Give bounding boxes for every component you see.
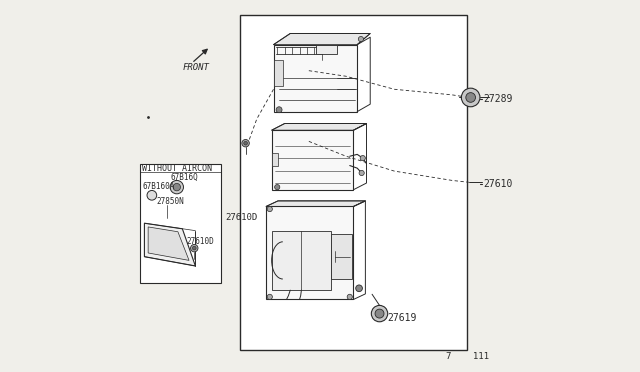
Text: 27850N: 27850N: [156, 198, 184, 206]
Bar: [140, 164, 221, 283]
Circle shape: [173, 183, 180, 191]
Circle shape: [170, 180, 184, 194]
Circle shape: [375, 309, 384, 318]
Circle shape: [244, 141, 248, 145]
Circle shape: [360, 155, 365, 161]
Bar: [271, 231, 331, 290]
Circle shape: [356, 285, 362, 292]
Bar: [273, 60, 283, 86]
Text: 27610: 27610: [484, 179, 513, 189]
Circle shape: [466, 93, 476, 102]
Bar: [240, 15, 467, 350]
Bar: [266, 206, 353, 299]
Text: 27619: 27619: [387, 313, 417, 323]
Circle shape: [371, 305, 388, 322]
Polygon shape: [271, 124, 367, 130]
Polygon shape: [148, 227, 189, 260]
Circle shape: [276, 107, 282, 113]
Bar: [316, 45, 337, 54]
Circle shape: [191, 244, 198, 252]
Polygon shape: [266, 201, 365, 206]
Polygon shape: [145, 223, 195, 266]
Text: 27289: 27289: [484, 94, 513, 103]
Circle shape: [267, 206, 273, 212]
Text: 27610D: 27610D: [186, 237, 214, 246]
Bar: [331, 234, 351, 279]
Circle shape: [461, 88, 480, 107]
Circle shape: [193, 246, 196, 250]
Text: 67B16Q: 67B16Q: [170, 173, 198, 182]
Circle shape: [147, 190, 157, 200]
Circle shape: [275, 185, 280, 190]
Text: 67B160A: 67B160A: [142, 182, 175, 190]
Text: WITHOUT AIRCON: WITHOUT AIRCON: [142, 164, 212, 173]
Circle shape: [347, 294, 353, 299]
Circle shape: [242, 140, 250, 147]
Bar: [271, 130, 353, 190]
Circle shape: [358, 36, 364, 42]
Bar: [273, 45, 357, 112]
Text: 7    111: 7 111: [447, 352, 490, 361]
Circle shape: [359, 170, 364, 176]
Circle shape: [267, 294, 273, 299]
Text: 27610D: 27610D: [225, 213, 257, 222]
Text: FRONT: FRONT: [182, 63, 209, 72]
Polygon shape: [273, 33, 370, 45]
Bar: [271, 153, 278, 166]
